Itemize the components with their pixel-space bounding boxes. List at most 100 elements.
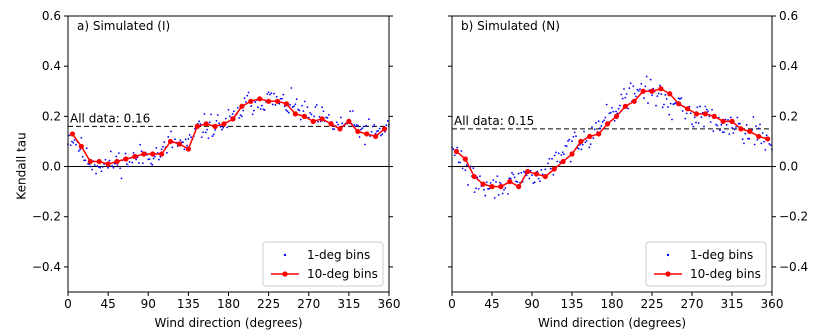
- point: [748, 137, 751, 140]
- marker: [114, 158, 120, 165]
- point: [472, 167, 475, 170]
- legend-box: [645, 241, 767, 287]
- point: [231, 113, 234, 115]
- point: [732, 132, 735, 134]
- point: [386, 120, 389, 122]
- marker: [364, 131, 370, 137]
- point: [339, 116, 342, 119]
- point: [555, 151, 557, 154]
- point: [663, 103, 665, 106]
- point: [580, 148, 583, 151]
- marker: [373, 133, 379, 140]
- point: [100, 170, 103, 173]
- point: [158, 158, 160, 161]
- x-tick-label: 45: [484, 297, 499, 311]
- point: [633, 92, 636, 95]
- marker: [587, 133, 593, 140]
- legend-label-1deg: 1-deg bins: [307, 248, 370, 262]
- point: [84, 159, 87, 162]
- point: [599, 127, 601, 130]
- point: [693, 116, 696, 119]
- markers-10deg-bins: [453, 86, 771, 190]
- point: [636, 88, 639, 91]
- point: [85, 147, 88, 150]
- point: [167, 136, 170, 138]
- point: [759, 123, 761, 126]
- point: [361, 127, 364, 130]
- point: [341, 122, 344, 125]
- marker: [622, 103, 628, 109]
- point: [743, 142, 745, 145]
- marker: [747, 128, 753, 135]
- point: [250, 105, 253, 107]
- marker: [756, 133, 762, 140]
- point: [282, 93, 285, 96]
- point: [331, 128, 334, 130]
- point: [240, 115, 243, 118]
- marker: [676, 101, 682, 107]
- point: [668, 113, 671, 116]
- marker: [560, 158, 566, 165]
- markers-10deg-bins: [69, 96, 388, 167]
- point: [635, 95, 637, 98]
- marker: [292, 111, 298, 117]
- point: [664, 93, 667, 96]
- y-tick-label: −0.2: [32, 210, 61, 224]
- marker: [613, 113, 620, 119]
- point: [531, 174, 533, 177]
- point: [684, 117, 687, 120]
- point: [270, 92, 273, 95]
- point: [373, 123, 376, 126]
- point: [643, 97, 645, 100]
- point: [608, 112, 611, 115]
- point: [77, 150, 80, 152]
- point: [735, 126, 737, 128]
- point: [483, 188, 485, 191]
- point: [127, 165, 130, 168]
- point: [380, 134, 382, 137]
- point: [111, 164, 114, 167]
- point: [203, 113, 206, 115]
- point: [712, 130, 715, 132]
- marker: [69, 131, 76, 137]
- point: [627, 107, 629, 110]
- point: [577, 147, 580, 150]
- point: [313, 115, 315, 118]
- point: [294, 103, 297, 106]
- point: [119, 167, 122, 170]
- point: [108, 159, 111, 162]
- point: [285, 109, 287, 111]
- marker: [123, 156, 129, 162]
- point: [464, 169, 467, 171]
- point: [501, 192, 504, 195]
- point: [124, 152, 127, 155]
- point: [216, 114, 219, 116]
- point: [75, 143, 77, 146]
- point: [617, 107, 620, 110]
- point: [273, 92, 275, 95]
- point: [488, 187, 491, 190]
- marker: [453, 148, 460, 155]
- point: [163, 141, 166, 144]
- point: [183, 148, 186, 151]
- point: [585, 139, 588, 142]
- point: [202, 131, 204, 134]
- x-axis-label: Wind direction (degrees): [538, 316, 686, 330]
- point: [140, 150, 143, 153]
- point: [537, 177, 540, 180]
- marker: [381, 126, 388, 132]
- marker: [524, 168, 531, 175]
- point: [291, 106, 294, 108]
- point: [507, 192, 509, 195]
- point: [753, 143, 756, 146]
- legend-swatch-1deg: [283, 253, 287, 257]
- point: [247, 91, 250, 94]
- point: [475, 187, 477, 190]
- point: [314, 106, 317, 108]
- point: [310, 113, 313, 116]
- point: [727, 119, 729, 121]
- marker: [693, 111, 700, 117]
- point: [218, 122, 221, 125]
- all-data-annotation: All data: 0.16: [70, 111, 150, 125]
